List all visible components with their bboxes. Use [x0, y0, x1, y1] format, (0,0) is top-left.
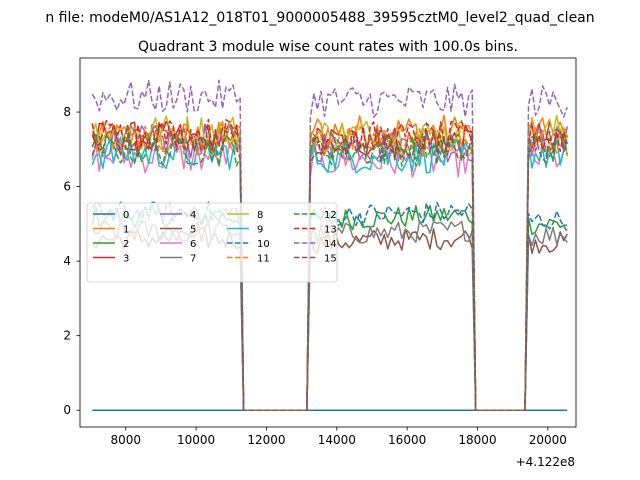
y-tick-label: 4: [63, 254, 71, 268]
legend-label: 7: [190, 254, 196, 265]
legend-label: 1: [123, 225, 129, 236]
legend-label: 9: [257, 225, 263, 236]
y-tick-label: 0: [63, 403, 71, 417]
y-tick-label: 6: [63, 180, 71, 194]
legend-label: 14: [324, 239, 337, 250]
legend-box: [86, 202, 338, 283]
x-offset-label: +4.122e8: [516, 455, 575, 469]
x-tick-label: 8000: [110, 433, 141, 447]
x-tick-label: 18000: [458, 433, 496, 447]
legend-label: 2: [123, 239, 129, 250]
x-tick-label: 16000: [388, 433, 426, 447]
y-tick-label: 8: [63, 105, 71, 119]
series-line-15: [91, 124, 568, 411]
axes-frame: [79, 57, 577, 428]
legend-label: 13: [324, 225, 337, 236]
plot-area: 8000 10000 12000 14000 16000 18000 20000 0 2 4 6 8 0…: [63, 57, 577, 447]
legend-label: 11: [257, 254, 270, 265]
x-tick-label: 10000: [177, 433, 215, 447]
x-tick-label: 14000: [318, 433, 356, 447]
legend-label: 8: [257, 210, 263, 221]
figure-suptitle: n file: modeM0/AS1A12_018T01_9000005488_…: [45, 10, 594, 26]
legend-label: 6: [190, 239, 196, 250]
y-tick-label: 2: [63, 329, 71, 343]
series-line-12: [91, 130, 568, 411]
legend-label: 10: [257, 239, 270, 250]
legend-label: 5: [190, 225, 196, 236]
chart-title: Quadrant 3 module wise count rates with …: [138, 39, 518, 55]
x-tick-label: 12000: [247, 433, 285, 447]
legend-label: 3: [123, 254, 129, 265]
legend-label: 4: [190, 210, 196, 221]
legend-label: 15: [324, 254, 337, 265]
legend-label: 0: [123, 210, 129, 221]
x-tick-label: 20000: [529, 433, 567, 447]
legend-label: 12: [324, 210, 337, 221]
